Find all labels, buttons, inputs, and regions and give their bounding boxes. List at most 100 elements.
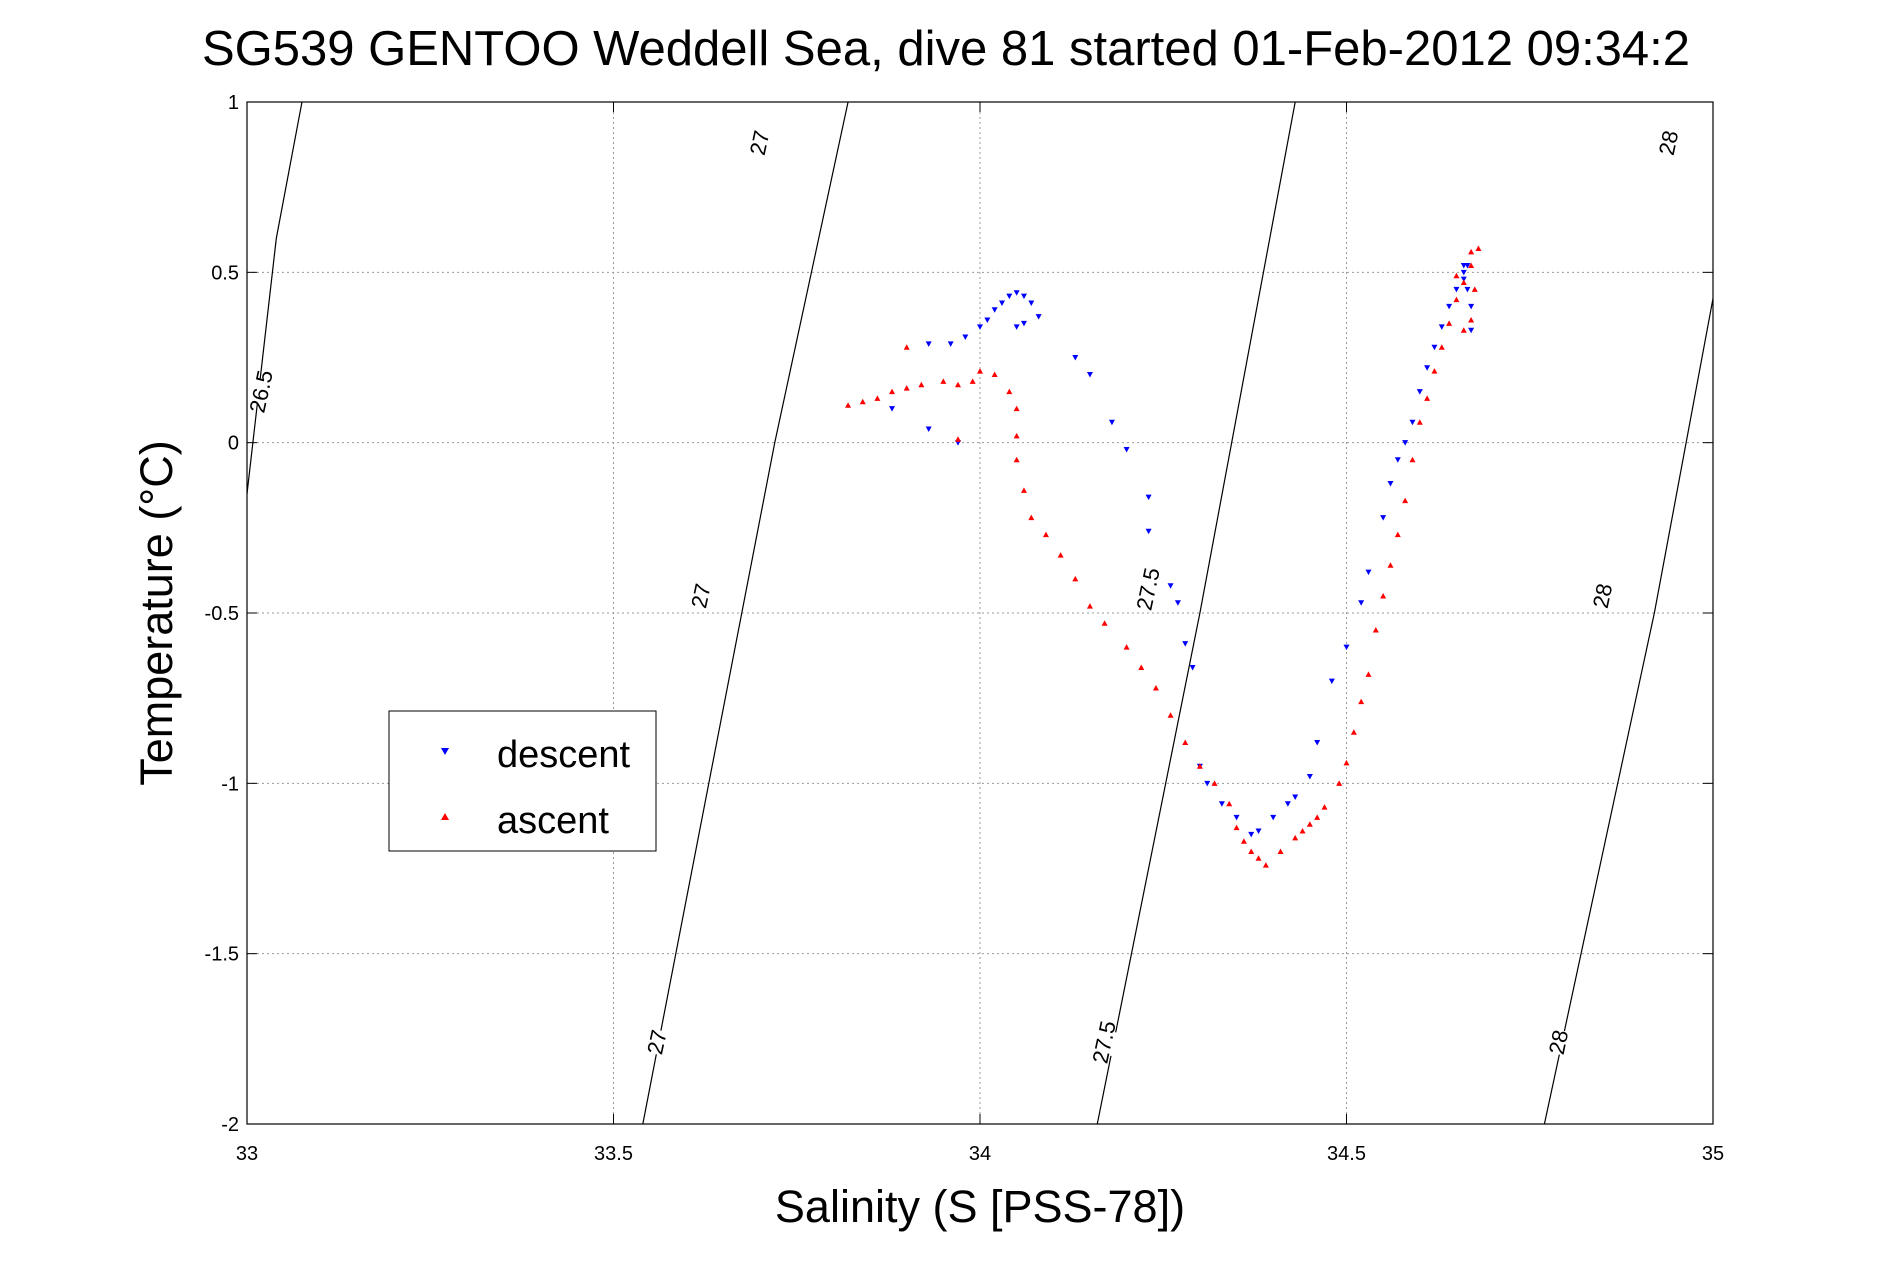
data-point: [1189, 665, 1196, 671]
data-point: [1255, 828, 1262, 835]
data-point: [1416, 419, 1423, 425]
data-point: [1196, 763, 1203, 769]
contour-label: 27: [686, 581, 716, 610]
data-point: [1314, 739, 1321, 746]
data-point: [903, 344, 910, 350]
data-point: [1020, 293, 1027, 300]
data-point: [1042, 531, 1049, 538]
data-point: [1468, 248, 1475, 255]
data-point: [1020, 487, 1027, 493]
data-point: [1292, 794, 1299, 800]
data-point: [1380, 592, 1387, 599]
data-point: [1365, 569, 1372, 576]
legend-label-ascent: ascent: [497, 800, 609, 842]
isopycnal-line: [642, 102, 849, 1124]
data-point: [1387, 481, 1394, 487]
data-point: [1460, 269, 1467, 276]
data-point: [1453, 296, 1460, 303]
data-point: [1358, 600, 1365, 606]
data-point: [1387, 562, 1394, 568]
data-point: [1431, 368, 1438, 374]
y-tick-label: 0.5: [211, 262, 239, 284]
data-point: [1262, 862, 1269, 868]
data-series: [845, 245, 1482, 868]
data-point: [1336, 780, 1343, 786]
data-point: [1328, 678, 1335, 685]
y-axis-label: Temperature (°C): [131, 440, 182, 786]
contour-label: 26.5: [244, 368, 277, 415]
data-point: [1453, 272, 1460, 279]
data-point: [1101, 620, 1108, 626]
data-point: [859, 398, 866, 405]
data-point: [1314, 814, 1321, 820]
data-point: [1343, 644, 1350, 651]
data-point: [1145, 528, 1152, 535]
contour-label: 28: [1544, 1028, 1574, 1057]
data-point: [1438, 344, 1445, 350]
data-point: [1468, 317, 1475, 323]
data-point: [925, 341, 932, 347]
data-point: [1013, 456, 1020, 463]
x-tick-label: 33: [236, 1143, 258, 1165]
contour-label-bg: [1533, 1025, 1586, 1059]
data-point: [991, 307, 998, 313]
contour-label: 27.5: [1131, 566, 1164, 613]
x-tick-label: 34.5: [1327, 1143, 1366, 1165]
chart-title: SG539 GENTOO Weddell Sea, dive 81 starte…: [202, 22, 1690, 76]
data-point: [1460, 276, 1467, 283]
data-point: [1468, 262, 1475, 269]
data-point: [1358, 698, 1365, 705]
data-point: [1123, 446, 1130, 453]
data-point: [1394, 531, 1401, 538]
data-point: [1013, 324, 1020, 330]
data-point: [1152, 684, 1159, 691]
data-point: [1431, 344, 1438, 351]
legend: descent ascent: [388, 710, 657, 852]
data-point: [903, 385, 910, 391]
data-point: [1233, 824, 1240, 831]
contour-label-bg: [631, 1025, 684, 1059]
data-point: [1468, 327, 1475, 334]
data-point: [1248, 848, 1255, 854]
data-point: [1394, 457, 1401, 463]
y-tick-label: -2: [221, 1114, 239, 1136]
data-point: [845, 402, 852, 408]
legend-marker-ascent: [441, 813, 449, 820]
contour-label-bg: [247, 374, 288, 409]
y-tick-label: -0.5: [205, 603, 239, 625]
data-point: [1167, 583, 1174, 589]
data-point: [1240, 838, 1247, 844]
series-descent: [889, 263, 1475, 838]
data-point: [1057, 552, 1064, 558]
legend-label-descent: descent: [497, 734, 631, 776]
x-tick-label: 34: [969, 1143, 991, 1165]
data-point: [1409, 419, 1416, 426]
contour-label: 27: [642, 1028, 672, 1057]
data-point: [1035, 314, 1042, 320]
data-point: [1446, 320, 1453, 326]
series-ascent: [845, 245, 1482, 868]
data-point: [1204, 780, 1211, 787]
data-point: [1086, 372, 1093, 378]
data-point: [1072, 355, 1079, 361]
data-point: [925, 426, 932, 433]
data-point: [1292, 834, 1299, 841]
data-point: [1416, 389, 1423, 395]
contour-label: 28: [1654, 128, 1684, 157]
y-tick-label: 0: [228, 433, 239, 455]
data-point: [1460, 263, 1467, 269]
data-point: [1108, 419, 1115, 426]
data-point: [1471, 286, 1478, 292]
data-point: [1013, 405, 1020, 412]
data-point: [1072, 575, 1079, 582]
data-point: [1277, 848, 1284, 854]
data-point: [977, 368, 983, 374]
data-point: [1464, 286, 1471, 293]
contour-label: 27.5: [1087, 1019, 1120, 1066]
data-point: [889, 406, 896, 412]
data-point: [1086, 603, 1093, 609]
data-point: [1380, 515, 1387, 521]
density-contours: 26.5 27 27 27 27.5 27.5 28 28 28: [244, 102, 1713, 1124]
contour-label-bg: [1577, 579, 1630, 613]
data-point: [1006, 388, 1013, 395]
